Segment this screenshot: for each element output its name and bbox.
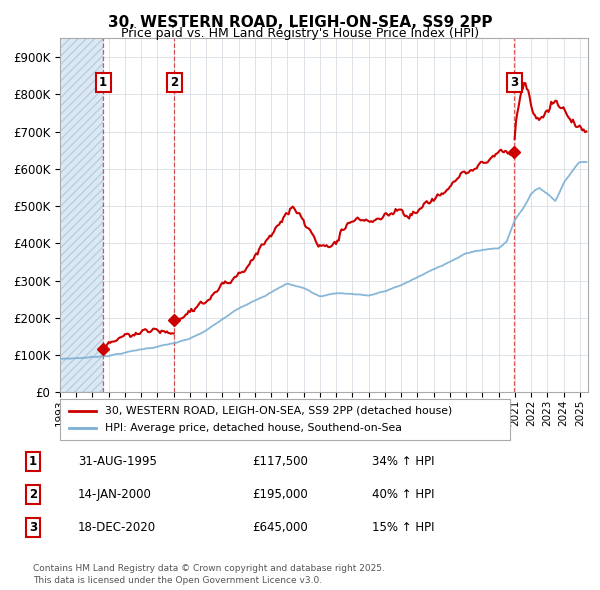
Text: 31-AUG-1995: 31-AUG-1995 xyxy=(78,455,157,468)
Text: 30, WESTERN ROAD, LEIGH-ON-SEA, SS9 2PP: 30, WESTERN ROAD, LEIGH-ON-SEA, SS9 2PP xyxy=(108,15,492,30)
Bar xyxy=(60,38,103,392)
Text: 2: 2 xyxy=(29,488,37,501)
Text: 1: 1 xyxy=(29,455,37,468)
Text: £645,000: £645,000 xyxy=(252,521,308,534)
Text: Contains HM Land Registry data © Crown copyright and database right 2025.
This d: Contains HM Land Registry data © Crown c… xyxy=(33,565,385,585)
Text: Price paid vs. HM Land Registry's House Price Index (HPI): Price paid vs. HM Land Registry's House … xyxy=(121,27,479,40)
Text: HPI: Average price, detached house, Southend-on-Sea: HPI: Average price, detached house, Sout… xyxy=(105,423,402,433)
Text: 1: 1 xyxy=(99,76,107,89)
Text: £195,000: £195,000 xyxy=(252,488,308,501)
Text: 3: 3 xyxy=(510,76,518,89)
Text: 15% ↑ HPI: 15% ↑ HPI xyxy=(372,521,434,534)
Text: 3: 3 xyxy=(29,521,37,534)
Text: 40% ↑ HPI: 40% ↑ HPI xyxy=(372,488,434,501)
Text: 30, WESTERN ROAD, LEIGH-ON-SEA, SS9 2PP (detached house): 30, WESTERN ROAD, LEIGH-ON-SEA, SS9 2PP … xyxy=(105,406,452,416)
Text: 2: 2 xyxy=(170,76,178,89)
Text: 34% ↑ HPI: 34% ↑ HPI xyxy=(372,455,434,468)
Text: £117,500: £117,500 xyxy=(252,455,308,468)
Text: 14-JAN-2000: 14-JAN-2000 xyxy=(78,488,152,501)
Text: 18-DEC-2020: 18-DEC-2020 xyxy=(78,521,156,534)
